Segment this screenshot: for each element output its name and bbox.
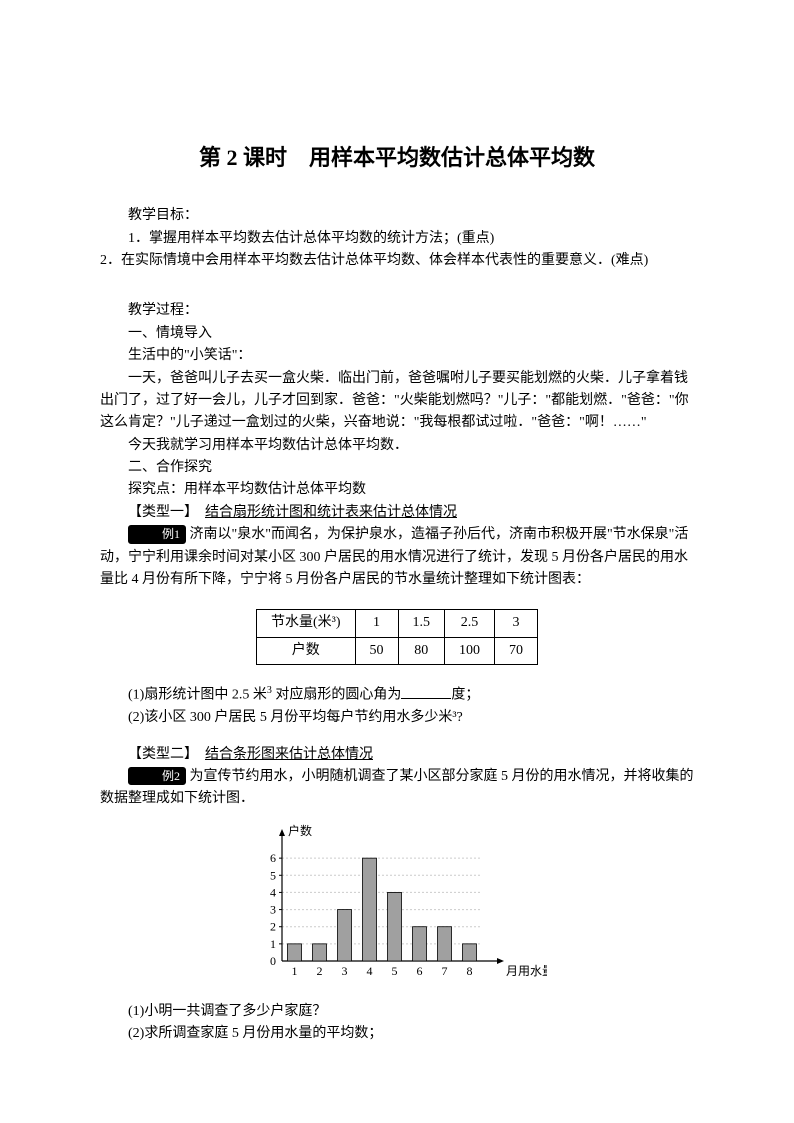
svg-text:4: 4 <box>270 885 276 899</box>
objective-1: 1．掌握用样本平均数去估计总体平均数的统计方法；(重点) <box>100 228 694 250</box>
svg-text:2: 2 <box>317 964 323 978</box>
table-cell: 100 <box>445 637 495 664</box>
svg-text:5: 5 <box>270 868 276 882</box>
water-usage-bar-chart: 1 2 3 4 5 6 0 1 2 3 4 5 6 7 8 户数月用水量/吨 <box>247 821 547 991</box>
type2-label: 【类型二】 <box>128 747 198 762</box>
q1-1-c: 度； <box>451 688 479 703</box>
svg-text:1: 1 <box>292 964 298 978</box>
example1-para: 例1 济南以"泉水"而闻名，为保护泉水，造福子孙后代，济南市积极开展"节水保泉"… <box>100 524 694 591</box>
page-title: 第 2 课时 用样本平均数估计总体平均数 <box>100 140 694 175</box>
svg-text:3: 3 <box>270 902 276 916</box>
q1-1-a: (1)扇形统计图中 2.5 米 <box>128 688 267 703</box>
question-1-2: (2)该小区 300 户居民 5 月份平均每户节约用水多少米³? <box>100 707 694 729</box>
table-row-label: 户数 <box>256 637 355 664</box>
table-header: 节水量(米³) <box>256 610 355 637</box>
example1-body: 济南以"泉水"而闻名，为保护泉水，造福子孙后代，济南市积极开展"节水保泉"活动，… <box>100 527 688 587</box>
type2-row: 【类型二】 结合条形图来估计总体情况 <box>100 744 694 766</box>
question-2-1: (1)小明一共调查了多少户家庭？ <box>100 1001 694 1023</box>
process-label: 教学过程： <box>100 300 694 322</box>
example2-para: 例2 为宣传节约用水，小明随机调查了某小区部分家庭 5 月份的用水情况，并将收集… <box>100 766 694 811</box>
svg-text:0: 0 <box>270 954 276 968</box>
svg-text:8: 8 <box>467 964 473 978</box>
example2-body: 为宣传节约用水，小明随机调查了某小区部分家庭 5 月份的用水情况，并将收集的数据… <box>100 769 694 806</box>
objectives-label: 教学目标： <box>100 205 694 227</box>
q1-1-b: 对应扇形的圆心角为 <box>275 688 401 703</box>
svg-text:3: 3 <box>342 964 348 978</box>
svg-text:4: 4 <box>367 964 373 978</box>
svg-text:5: 5 <box>392 964 398 978</box>
water-saving-table: 节水量(米³) 1 1.5 2.5 3 户数 50 80 100 70 <box>256 609 538 665</box>
example2-badge: 例2 <box>128 767 186 785</box>
table-cell: 3 <box>495 610 538 637</box>
svg-text:月用水量/吨: 月用水量/吨 <box>506 964 547 978</box>
example1-badge: 例1 <box>128 525 186 543</box>
table-cell: 80 <box>398 637 445 664</box>
svg-text:6: 6 <box>270 851 276 865</box>
table-cell: 50 <box>355 637 398 664</box>
explore-point: 探究点：用样本平均数估计总体平均数 <box>100 479 694 501</box>
lead-in-label: 一、情境导入 <box>100 323 694 345</box>
type1-title: 结合扇形统计图和统计表来估计总体情况 <box>205 505 457 520</box>
table-row: 户数 50 80 100 70 <box>256 637 537 664</box>
type1-label: 【类型一】 <box>128 505 198 520</box>
objective-2: 2．在实际情境中会用样本平均数去估计总体平均数、体会样本代表性的重要意义．(难点… <box>100 250 694 272</box>
svg-text:6: 6 <box>417 964 423 978</box>
blank-field <box>401 685 451 699</box>
joke-title: 生活中的"小笑话"： <box>100 345 694 367</box>
table-cell: 1.5 <box>398 610 445 637</box>
question-2-2: (2)求所调查家庭 5 月份用水量的平均数； <box>100 1023 694 1045</box>
question-1-1: (1)扇形统计图中 2.5 米3 对应扇形的圆心角为度； <box>100 683 694 707</box>
joke-body: 一天，爸爸叫儿子去买一盒火柴．临出门前，爸爸嘱咐儿子要买能划燃的火柴．儿子拿着钱… <box>100 368 694 435</box>
table-cell: 1 <box>355 610 398 637</box>
type2-title: 结合条形图来估计总体情况 <box>205 747 373 762</box>
coop-label: 二、合作探究 <box>100 457 694 479</box>
table-cell: 2.5 <box>445 610 495 637</box>
table-cell: 70 <box>495 637 538 664</box>
svg-text:1: 1 <box>270 937 276 951</box>
svg-text:户数: 户数 <box>288 823 312 838</box>
table-row: 节水量(米³) 1 1.5 2.5 3 <box>256 610 537 637</box>
type1-row: 【类型一】 结合扇形统计图和统计表来估计总体情况 <box>100 502 694 524</box>
today-line: 今天我就学习用样本平均数估计总体平均数． <box>100 435 694 457</box>
svg-text:7: 7 <box>442 964 448 978</box>
svg-text:2: 2 <box>270 920 276 934</box>
